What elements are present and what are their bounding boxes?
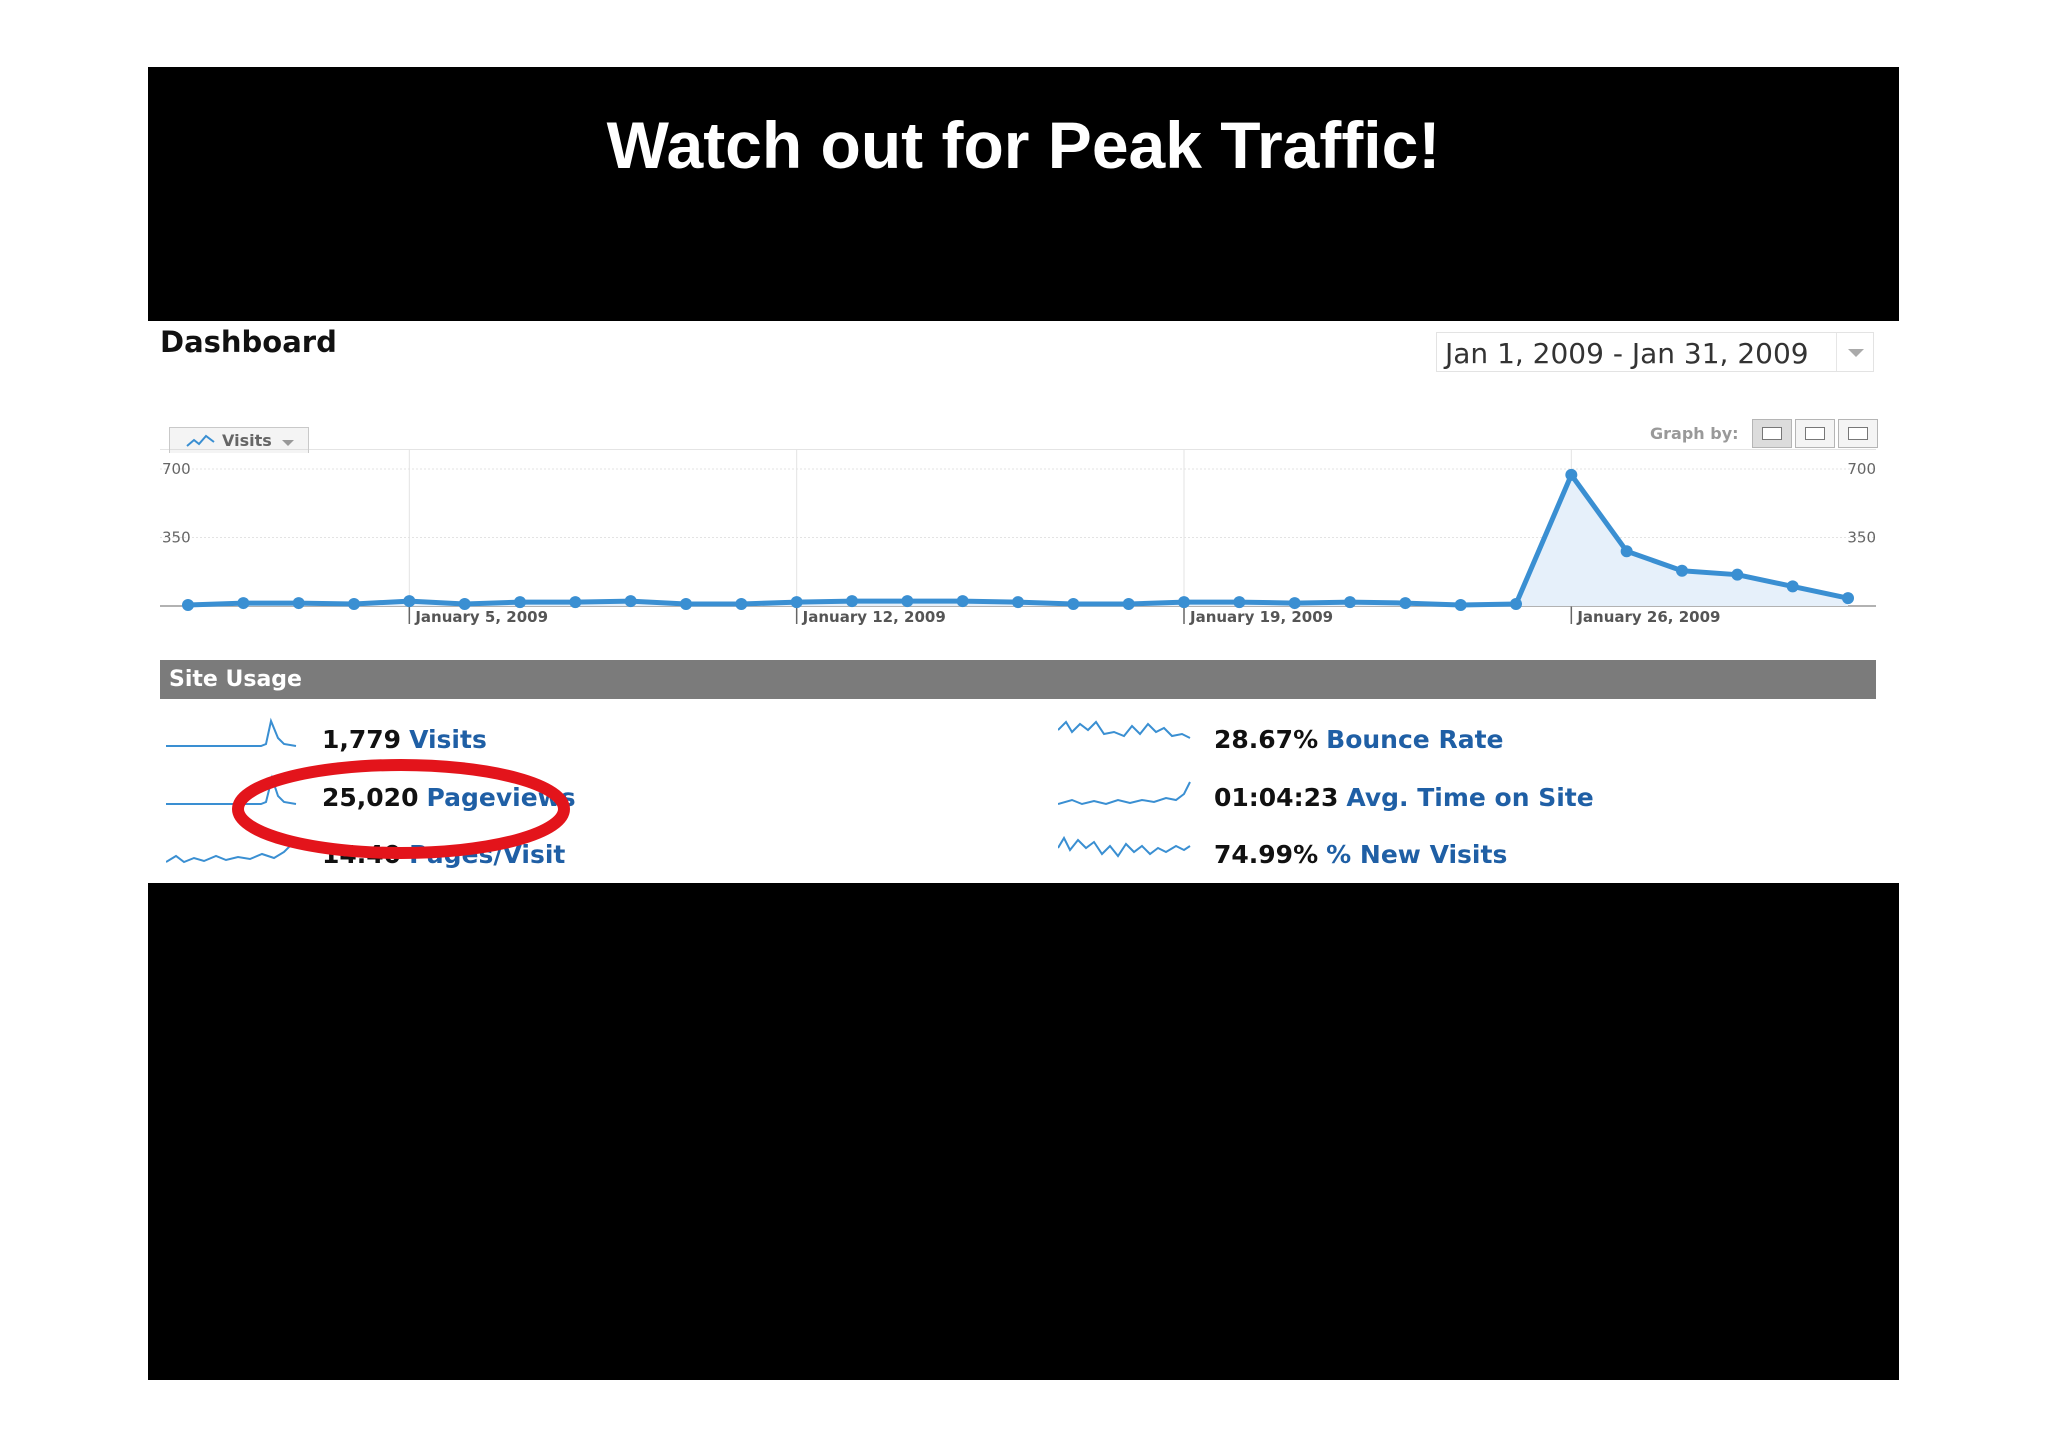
data-point	[1288, 597, 1301, 610]
chevron-down-icon[interactable]	[1836, 333, 1873, 371]
metric-selector-label: Visits	[222, 431, 272, 450]
data-point	[237, 597, 250, 610]
month-view-icon	[1848, 427, 1868, 440]
graph-by-day-button[interactable]	[1752, 419, 1792, 448]
data-point	[1676, 564, 1688, 577]
data-point	[1731, 568, 1744, 581]
visits-value: 1,779	[322, 725, 402, 754]
data-point	[901, 595, 914, 608]
page-title: Dashboard	[160, 325, 337, 359]
y-tick-label-left: 700	[162, 460, 191, 478]
highlight-circle	[232, 759, 570, 859]
data-point	[1012, 596, 1024, 609]
avg-time-value: 01:04:23	[1214, 783, 1339, 812]
site-usage-title: Site Usage	[169, 667, 302, 692]
x-tick-label: January 19, 2009	[1189, 608, 1333, 626]
visits-chart: January 5, 2009 January 12, 2009 January 1…	[160, 449, 1876, 626]
graph-by-label: Graph by:	[1650, 424, 1739, 443]
slide-title: Watch out for Peak Traffic!	[606, 108, 1441, 182]
analytics-screenshot: Dashboard Jan 1, 2009 - Jan 31, 2009 Vis…	[148, 321, 1899, 883]
data-point	[1122, 598, 1135, 611]
site-usage-header: Site Usage	[160, 660, 1876, 699]
bounce-rate-sparkline	[1058, 720, 1191, 739]
chevron-down-icon	[282, 440, 294, 446]
data-point	[1842, 592, 1854, 605]
line-chart-icon	[186, 434, 215, 447]
data-point	[1178, 596, 1190, 609]
pageviews-value: 25,020	[322, 783, 419, 812]
visits-sparkline	[166, 717, 297, 747]
data-point	[1565, 468, 1578, 481]
avg-time-link[interactable]: Avg. Time on Site	[1346, 783, 1594, 812]
data-point	[790, 596, 803, 609]
visits-link[interactable]: Visits	[409, 725, 487, 754]
new-visits-link[interactable]: % New Visits	[1326, 840, 1508, 869]
avg-time-sparkline	[1058, 781, 1191, 806]
data-point	[569, 596, 582, 609]
bounce-rate-value: 28.67%	[1214, 725, 1319, 754]
new-visits-sparkline	[1058, 835, 1191, 858]
data-point	[624, 595, 637, 608]
series-area	[188, 474, 1848, 606]
y-tick-label-left: 350	[162, 529, 191, 547]
data-point	[1344, 596, 1356, 609]
graph-by-month-button[interactable]	[1838, 419, 1878, 448]
x-tick-label: January 12, 2009	[802, 608, 946, 626]
day-view-icon	[1762, 427, 1782, 440]
bounce-rate-link[interactable]: Bounce Rate	[1326, 725, 1504, 754]
avg-time-metric[interactable]: 01:04:23 Avg. Time on Site	[1214, 783, 1594, 812]
data-point	[458, 598, 471, 611]
pages-per-visit-sparkline	[166, 839, 297, 864]
slide: Watch out for Peak Traffic! Dashboard Ja…	[148, 67, 1899, 1380]
bounce-rate-metric[interactable]: 28.67% Bounce Rate	[1214, 725, 1503, 754]
graph-by-week-button[interactable]	[1795, 419, 1835, 448]
new-visits-metric[interactable]: 74.99%% New Visits	[1214, 840, 1507, 869]
data-point	[1454, 599, 1467, 612]
date-range-text: Jan 1, 2009 - Jan 31, 2009	[1445, 337, 1809, 370]
data-point	[956, 595, 969, 608]
data-point	[846, 595, 858, 608]
data-point	[292, 597, 305, 610]
y-tick-label-right: 350	[1847, 529, 1876, 547]
y-tick-label-right: 700	[1847, 460, 1876, 478]
data-point	[1786, 580, 1799, 593]
data-point	[348, 598, 360, 611]
data-point	[680, 598, 692, 611]
data-point	[403, 595, 416, 608]
data-point	[735, 598, 748, 611]
date-range-picker[interactable]: Jan 1, 2009 - Jan 31, 2009	[1436, 332, 1874, 372]
visits-metric[interactable]: 1,779 Visits	[322, 725, 487, 754]
data-point	[1620, 545, 1633, 558]
x-tick-label: January 26, 2009	[1576, 608, 1720, 626]
x-tick-label: January 5, 2009	[414, 608, 548, 626]
data-point	[1233, 596, 1246, 609]
data-point	[1067, 598, 1080, 611]
data-point	[182, 599, 194, 612]
data-point	[514, 596, 526, 609]
week-view-icon	[1805, 427, 1825, 440]
data-point	[1510, 598, 1522, 611]
new-visits-value: 74.99%	[1214, 840, 1319, 869]
data-point	[1399, 597, 1412, 610]
